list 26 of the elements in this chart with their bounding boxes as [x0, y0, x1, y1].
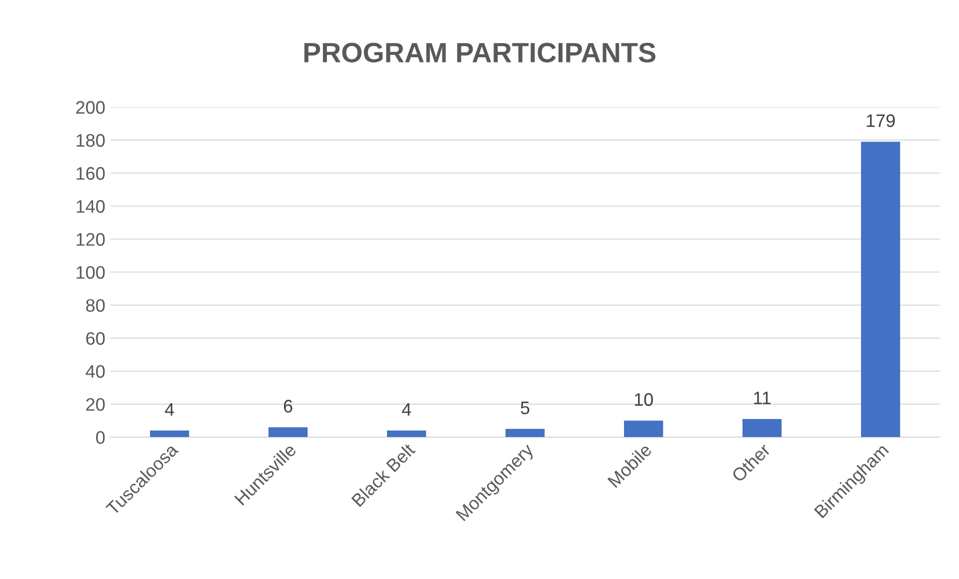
y-tick-label: 40	[86, 365, 105, 378]
data-label: 5	[520, 402, 530, 414]
bar	[506, 428, 545, 438]
y-tick-label: 60	[86, 332, 105, 345]
bar	[268, 427, 308, 438]
data-label: 6	[284, 400, 292, 413]
y-tick-label: 160	[76, 167, 105, 180]
bar	[386, 430, 426, 438]
chart-title: PROGRAM PARTICIPANTS	[304, 42, 656, 62]
y-tick-label: 200	[76, 101, 105, 114]
y-tick-label: 180	[76, 134, 105, 147]
bar	[150, 430, 190, 438]
y-tick-label: 100	[76, 266, 105, 279]
data-label: 4	[164, 403, 174, 416]
y-tick-label: 0	[96, 431, 105, 444]
y-tick-label: 20	[86, 398, 105, 411]
y-tick-label: 140	[76, 200, 105, 213]
bar	[861, 142, 900, 438]
bar	[624, 420, 664, 438]
data-label: 4	[402, 403, 412, 416]
y-tick-label: 80	[86, 299, 105, 312]
bar	[742, 418, 782, 438]
data-label: 11	[754, 392, 771, 404]
data-label: 179	[866, 114, 895, 128]
y-tick-label: 120	[76, 233, 105, 246]
data-label: 10	[634, 393, 653, 406]
